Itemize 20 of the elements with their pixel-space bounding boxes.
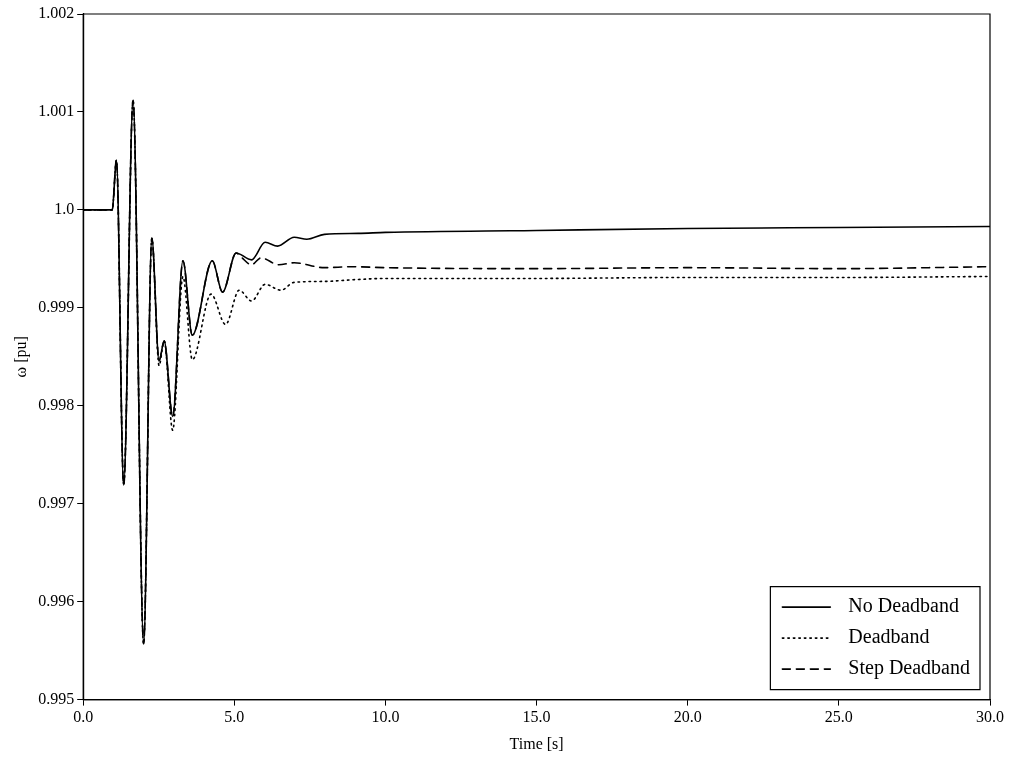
legend-label: Deadband: [848, 625, 930, 648]
y-tick-label: 0.998: [38, 395, 75, 413]
y-tick-label: 0.996: [38, 591, 75, 609]
x-axis-title: Time [s]: [509, 734, 564, 752]
x-tick-label: 15.0: [522, 708, 551, 726]
y-tick-label: 1.0: [54, 200, 75, 218]
y-tick-label: 0.999: [38, 298, 75, 316]
x-tick-label: 30.0: [976, 708, 1004, 726]
x-tick-label: 25.0: [824, 708, 853, 726]
x-tick-label: 20.0: [673, 708, 702, 726]
y-tick-label: 1.001: [38, 102, 75, 120]
legend-label: No Deadband: [848, 594, 959, 617]
y-tick-label: 1.002: [38, 4, 75, 22]
y-axis-title: ω [pu]: [11, 336, 30, 378]
y-tick-label: 0.997: [38, 493, 75, 511]
x-tick-label: 0.0: [73, 708, 94, 726]
x-tick-label: 5.0: [224, 708, 245, 726]
x-tick-label: 10.0: [371, 708, 400, 726]
legend-label: Step Deadband: [848, 656, 971, 680]
y-tick-label: 0.995: [38, 689, 75, 707]
